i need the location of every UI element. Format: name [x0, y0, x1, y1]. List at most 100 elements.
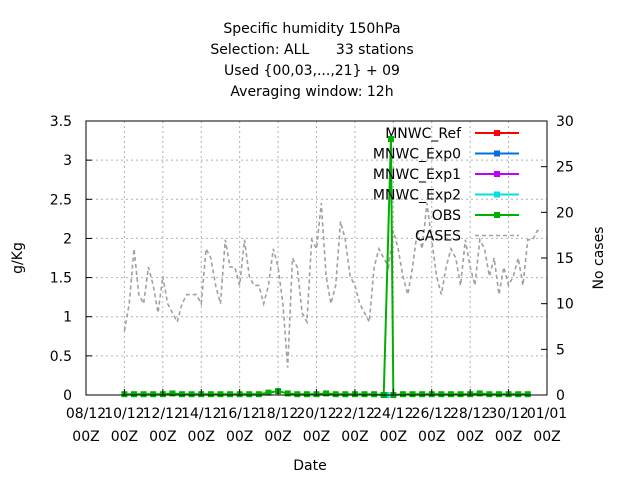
x-tick-label-date: 08/12	[66, 406, 106, 422]
y2-tick-label: 25	[556, 160, 574, 176]
data-point-obs	[179, 391, 186, 398]
data-point-obs	[217, 391, 224, 398]
title-line-4: Averaging window: 12h	[230, 84, 393, 100]
x-tick-label-date: 16/12	[219, 406, 259, 422]
y2-axis-label: No cases	[591, 227, 607, 290]
legend-marker-mnwc-exp0	[494, 150, 500, 157]
data-point-obs	[131, 391, 138, 398]
data-point-obs	[188, 391, 195, 398]
data-point-obs	[515, 391, 522, 398]
data-point-obs	[524, 391, 531, 398]
data-point-obs	[294, 391, 301, 398]
data-point-obs	[457, 391, 464, 398]
y-tick-label: 1.5	[50, 271, 72, 287]
y2-tick-label: 5	[556, 342, 565, 358]
data-point-obs	[207, 391, 214, 398]
data-point-obs	[323, 390, 330, 397]
data-point-obs	[246, 391, 253, 398]
data-point-obs	[495, 391, 502, 398]
legend-marker-mnwc-ref	[494, 130, 500, 136]
data-point-obs	[387, 136, 394, 143]
x-tick-label-date: 14/12	[181, 406, 221, 422]
data-point-obs	[284, 390, 291, 397]
y2-tick-label: 20	[556, 205, 574, 221]
legend-marker-obs	[494, 212, 500, 218]
y-tick-label: 2	[63, 231, 72, 247]
y2-tick-label: 10	[556, 297, 574, 313]
x-tick-label-date: 20/12	[296, 406, 336, 422]
data-point-obs	[303, 391, 310, 398]
x-tick-label-date: 01/01	[527, 406, 567, 422]
y-tick-label: 3.5	[50, 114, 72, 130]
x-tick-label-hour: 00Z	[341, 429, 368, 445]
x-tick-label-date: 18/12	[258, 406, 298, 422]
x-tick-label-date: 24/12	[373, 406, 413, 422]
chart-title: Specific humidity 150hPa Selection: ALL …	[210, 21, 413, 100]
legend-marker-mnwc-exp1	[494, 171, 500, 177]
data-point-obs	[419, 391, 426, 398]
legend-label-mnwc-exp1: MNWC_Exp1	[373, 167, 461, 183]
x-tick-label-hour: 00Z	[495, 429, 522, 445]
x-tick-label-hour: 00Z	[264, 429, 291, 445]
title-line-2: Selection: ALL 33 stations	[210, 42, 413, 58]
legend-label-obs: OBS	[432, 208, 461, 224]
data-point-obs	[447, 391, 454, 398]
data-point-obs	[265, 389, 272, 396]
x-tick-label-hour: 00Z	[111, 429, 138, 445]
data-point-obs	[342, 391, 349, 398]
data-point-obs	[371, 391, 378, 398]
y-tick-label: 0	[63, 388, 72, 404]
y2-tick-label: 0	[556, 388, 565, 404]
data-point-obs	[399, 391, 406, 398]
x-axis: 08/1200Z10/1200Z12/1200Z14/1200Z16/1200Z…	[66, 389, 567, 445]
legend-label-cases: CASES	[415, 229, 461, 245]
series-cases	[123, 203, 543, 368]
legend-label-mnwc-ref: MNWC_Ref	[385, 126, 462, 142]
x-tick-label-date: 22/12	[335, 406, 375, 422]
data-point-obs	[361, 391, 368, 398]
x-tick-label-date: 28/12	[450, 406, 490, 422]
data-point-obs	[476, 390, 483, 397]
data-point-obs	[169, 390, 176, 397]
y2-tick-label: 15	[556, 251, 574, 267]
y-axis: 0 0.5 1 1.5 2 2.5 3 3.5	[50, 114, 92, 404]
x-tick-label-date: 10/12	[104, 406, 144, 422]
y-tick-label: 3	[63, 153, 72, 169]
data-point-obs	[227, 391, 234, 398]
y-tick-label: 1	[63, 310, 72, 326]
x-tick-label-hour: 00Z	[226, 429, 253, 445]
data-point-obs	[486, 391, 493, 398]
data-point-obs	[409, 391, 416, 398]
data-point-obs	[332, 391, 339, 398]
legend-marker-mnwc-exp2	[494, 191, 500, 198]
data-point-obs	[438, 391, 445, 398]
y-axis-label: g/Kg	[10, 242, 26, 274]
series-line-cases	[123, 203, 543, 368]
title-line-3: Used {00,03,...,21} + 09	[224, 63, 400, 79]
y-tick-label: 0.5	[50, 349, 72, 365]
data-point-obs	[255, 391, 262, 398]
y2-tick-label: 30	[556, 114, 574, 130]
x-tick-label-hour: 00Z	[188, 429, 215, 445]
x-axis-label: Date	[293, 458, 326, 474]
x-tick-label-hour: 00Z	[303, 429, 330, 445]
x-tick-label-hour: 00Z	[72, 429, 99, 445]
y2-axis: 0 5 10 15 20 25 30	[541, 114, 574, 404]
legend-label-mnwc-exp0: MNWC_Exp0	[373, 147, 461, 163]
grid	[86, 121, 547, 395]
x-tick-label-date: 26/12	[412, 406, 452, 422]
series-layer	[121, 136, 543, 398]
x-tick-label-hour: 00Z	[418, 429, 445, 445]
data-point-obs	[150, 391, 157, 398]
y-tick-label: 2.5	[50, 192, 72, 208]
x-tick-label-date: 12/12	[143, 406, 183, 422]
x-tick-label-hour: 00Z	[456, 429, 483, 445]
legend: MNWC_Ref MNWC_Exp0 MNWC_Exp1 MNWC_Exp2 OBS CA…	[373, 126, 519, 245]
x-tick-label-hour: 00Z	[380, 429, 407, 445]
data-point-obs	[140, 391, 147, 398]
x-tick-label-hour: 00Z	[533, 429, 560, 445]
legend-label-mnwc-exp2: MNWC_Exp2	[373, 188, 461, 204]
title-line-1: Specific humidity 150hPa	[223, 21, 400, 37]
x-tick-label-hour: 00Z	[149, 429, 176, 445]
